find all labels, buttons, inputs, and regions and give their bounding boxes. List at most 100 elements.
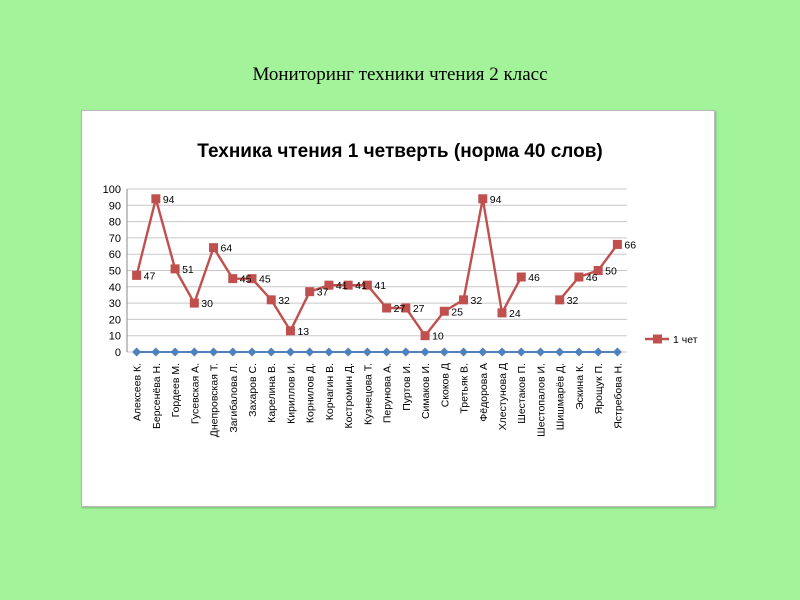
x-tick-label: Днепровская Т. — [209, 363, 221, 437]
data-label: 27 — [413, 303, 425, 315]
data-point — [612, 347, 622, 357]
data-label: 94 — [163, 194, 175, 206]
data-point — [574, 272, 584, 282]
y-tick-label: 20 — [109, 314, 121, 326]
data-point — [189, 298, 199, 308]
data-label: 46 — [586, 272, 598, 284]
data-point — [132, 270, 142, 280]
y-tick-label: 90 — [109, 200, 121, 212]
data-label: 32 — [567, 295, 579, 307]
x-tick-label: Корчагин В. — [324, 363, 336, 420]
data-label: 51 — [182, 264, 194, 276]
data-label: 45 — [259, 274, 271, 286]
data-point — [478, 347, 488, 357]
y-tick-label: 0 — [115, 347, 121, 359]
series-line — [135, 194, 523, 338]
data-label: 41 — [355, 280, 367, 292]
x-tick-label: Захаров С. — [247, 363, 259, 417]
legend-marker — [653, 334, 662, 344]
y-tick-label: 30 — [109, 298, 121, 310]
data-point — [247, 274, 257, 284]
x-tick-label: Гусевская А. — [189, 363, 201, 424]
data-label: 27 — [394, 303, 406, 315]
data-point — [439, 347, 449, 357]
data-point — [247, 347, 257, 357]
data-label: 24 — [509, 308, 521, 320]
x-tick-label: Кузнецова Т. — [362, 363, 374, 425]
data-label: 46 — [528, 272, 540, 284]
data-point — [555, 295, 565, 305]
data-point — [574, 347, 584, 357]
x-tick-label: Берсенёва Н. — [151, 363, 163, 429]
data-point — [209, 243, 219, 253]
data-point — [401, 303, 411, 313]
data-label: 41 — [336, 280, 348, 292]
x-tick-label: Третьяк В. — [459, 363, 471, 414]
x-tick-label: Шишмарёв Д. — [555, 363, 567, 430]
data-point — [420, 347, 430, 357]
slide-title: Мониторинг техники чтения 2 класс — [252, 64, 548, 85]
data-point — [382, 303, 392, 313]
data-label: 66 — [624, 239, 636, 251]
y-tick-label: 50 — [109, 266, 121, 278]
data-point — [516, 272, 526, 282]
data-point — [170, 264, 180, 274]
y-tick-label: 60 — [109, 249, 121, 261]
x-tick-label: Фёдорова А — [478, 363, 490, 422]
data-point — [420, 331, 430, 341]
data-point — [343, 347, 353, 357]
data-point — [459, 295, 469, 305]
x-tick-label: Костромин Д. — [343, 363, 355, 429]
y-tick-label: 70 — [109, 233, 121, 245]
data-point — [266, 347, 276, 357]
line-chart: Техника чтения 1 четверть (норма 40 слов… — [103, 141, 698, 437]
data-label: 25 — [451, 306, 463, 318]
x-tick-label: Симаков И. — [420, 363, 432, 419]
data-point — [516, 347, 526, 357]
y-tick-label: 100 — [103, 184, 121, 196]
x-tick-label: Ястребова Н. — [612, 363, 624, 429]
x-tick-label: Алексеев К. — [132, 363, 144, 421]
data-point — [305, 287, 315, 297]
data-point — [324, 280, 334, 290]
data-point — [459, 347, 469, 357]
legend-label: 1 чет — [673, 334, 698, 346]
series-line — [558, 243, 619, 301]
x-tick-label: Скоков Д — [439, 363, 451, 407]
data-point — [593, 347, 603, 357]
data-point — [285, 347, 295, 357]
data-point — [382, 347, 392, 357]
data-label: 41 — [374, 280, 386, 292]
data-label: 64 — [221, 243, 233, 255]
data-point — [151, 194, 161, 204]
data-label: 30 — [201, 298, 213, 310]
chart-container: Техника чтения 1 четверть (норма 40 слов… — [81, 110, 715, 507]
x-tick-label: Загибалова Л. — [228, 363, 240, 433]
data-point — [555, 347, 565, 357]
data-point — [439, 306, 449, 316]
x-tick-label: Перунова А. — [382, 363, 394, 423]
data-label: 47 — [144, 270, 156, 282]
y-tick-label: 40 — [109, 282, 121, 294]
data-point — [228, 347, 238, 357]
x-tick-label: Хлестунова Д — [497, 363, 509, 430]
data-point — [401, 347, 411, 357]
y-tick-label: 80 — [109, 217, 121, 229]
data-point — [362, 347, 372, 357]
data-point — [478, 194, 488, 204]
x-tick-label: Корнилов Д. — [305, 363, 317, 423]
data-point — [535, 347, 545, 357]
x-tick-label: Шестаков П. — [516, 363, 528, 424]
data-point — [285, 326, 295, 336]
data-point — [151, 347, 161, 357]
data-label: 10 — [432, 331, 444, 343]
data-point — [343, 280, 353, 290]
x-tick-label: Ярощук П. — [593, 363, 605, 414]
data-point — [362, 280, 372, 290]
data-point — [209, 347, 219, 357]
data-label: 37 — [317, 287, 329, 299]
x-tick-label: Кириллов И. — [285, 363, 297, 424]
data-point — [612, 239, 622, 249]
data-point — [228, 274, 238, 284]
data-point — [189, 347, 199, 357]
